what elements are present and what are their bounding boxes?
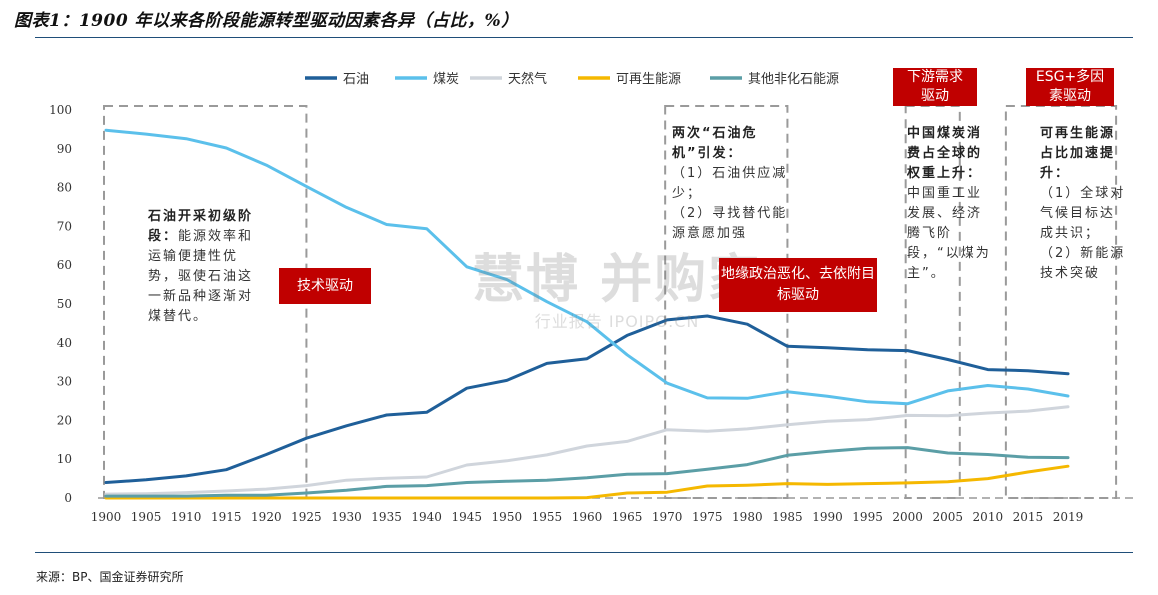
y-tick-label: 70: [57, 219, 72, 233]
x-tick-label: 1930: [331, 510, 362, 524]
legend-label-4: 其他非化石能源: [748, 72, 839, 87]
tag-geopolitics-driven: 地缘政治恶化、去依附目标驱动: [719, 258, 877, 312]
x-tick-label: 1935: [371, 510, 402, 524]
y-tick-label: 10: [57, 452, 72, 466]
tag-esg-multi-factor: ESG+多因素驱动: [1026, 68, 1114, 106]
legend-label-0: 石油: [343, 72, 369, 87]
x-tick-label: 2000: [892, 510, 923, 524]
annotation-early-oil-text: 能源效率和运输便捷性优势，驱使石油这一新品种逐渐对煤替代。: [148, 229, 254, 324]
series-line-0: [104, 314, 1070, 484]
y-tick-label: 90: [57, 142, 72, 156]
x-tick-label: 1955: [532, 510, 563, 524]
tag-technology-driven: 技术驱动: [279, 268, 371, 304]
annotation-china-coal: 中国煤炭消费占全球的权重上升：中国重工业发展、经济腾飞阶段，“以煤为主”。: [907, 124, 993, 284]
x-tick-label: 1945: [451, 510, 482, 524]
x-tick-label: 1980: [732, 510, 763, 524]
y-tick-label: 0: [64, 491, 72, 505]
title-divider: [35, 37, 1133, 38]
x-tick-label: 1925: [291, 510, 322, 524]
annotation-china-coal-heading: 中国煤炭消费占全球的权重上升：: [907, 126, 983, 181]
y-tick-label: 20: [57, 413, 72, 427]
annotation-oil-crisis: 两次“石油危机”引发： （1）石油供应减少； （2）寻找替代能源意愿加强: [672, 124, 790, 244]
period-box-china-coal: [904, 105, 961, 499]
x-tick-label: 1975: [692, 510, 723, 524]
annotation-renewables-heading: 可再生能源占比加速提升：: [1040, 126, 1116, 181]
x-tick-label: 1965: [612, 510, 643, 524]
x-tick-label: 1990: [812, 510, 843, 524]
legend-label-2: 天然气: [508, 71, 547, 87]
series-line-4: [104, 446, 1070, 498]
watermark-main: 慧博 并购家: [472, 250, 763, 310]
y-tick-label: 80: [57, 181, 72, 195]
x-tick-label: 2015: [1013, 510, 1044, 524]
annotation-early-oil-heading: 石油开采初级阶段：: [148, 209, 254, 244]
x-tick-label: 1905: [131, 510, 162, 524]
y-tick-label: 40: [57, 336, 72, 350]
legend-label-1: 煤炭: [433, 72, 459, 87]
annotation-oil-crisis-point1: （1）石油供应减少；: [672, 166, 788, 201]
annotation-early-oil: 石油开采初级阶段：能源效率和运输便捷性优势，驱使石油这一新品种逐渐对煤替代。: [148, 207, 260, 327]
y-tick-label: 60: [57, 258, 72, 272]
source-note: 来源：BP、国金证券研究所: [36, 570, 184, 584]
series-line-1: [104, 128, 1070, 406]
x-tick-label: 1970: [652, 510, 683, 524]
period-box-renewables: [1004, 105, 1118, 499]
x-tick-label: 1910: [171, 510, 202, 524]
x-tick-label: 2005: [932, 510, 963, 524]
y-tick-label: 100: [49, 103, 72, 117]
annotation-oil-crisis-heading: 两次“石油危机”引发：: [672, 126, 758, 161]
series-line-2: [104, 405, 1070, 496]
x-tick-label: 1985: [772, 510, 803, 524]
x-tick-label: 1900: [91, 510, 122, 524]
tag-downstream-demand: 下游需求驱动: [893, 68, 977, 106]
legend-label-3: 可再生能源: [616, 72, 681, 87]
y-tick-label: 50: [57, 297, 72, 311]
annotation-china-coal-text: 中国重工业发展、经济腾飞阶段，“以煤为主”。: [907, 186, 991, 281]
x-tick-label: 1950: [492, 510, 523, 524]
page-title: 图表1：1900 年以来各阶段能源转型驱动因素各异（占比，%）: [14, 11, 519, 31]
watermark: 慧博 并购家 行业报告 IPOIPO.CN: [472, 252, 762, 332]
series-line-3: [104, 464, 1070, 500]
x-tick-label: 1995: [852, 510, 883, 524]
x-tick-label: 2010: [973, 510, 1004, 524]
annotation-renewables-point1: （1）全球对气候目标达成共识；: [1040, 186, 1126, 241]
x-tick-label: 1915: [211, 510, 242, 524]
x-tick-label: 2019: [1053, 510, 1084, 524]
annotation-renewables-point2: （2）新能源技术突破: [1040, 246, 1126, 281]
x-tick-label: 1920: [251, 510, 282, 524]
y-tick-label: 30: [57, 375, 72, 389]
watermark-sub: 行业报告 IPOIPO.CN: [534, 312, 700, 331]
x-tick-label: 1960: [572, 510, 603, 524]
annotation-oil-crisis-point2: （2）寻找替代能源意愿加强: [672, 206, 788, 241]
annotation-renewables: 可再生能源占比加速提升： （1）全球对气候目标达成共识； （2）新能源技术突破: [1040, 124, 1126, 284]
footer-divider: [35, 552, 1133, 553]
x-tick-label: 1940: [411, 510, 442, 524]
